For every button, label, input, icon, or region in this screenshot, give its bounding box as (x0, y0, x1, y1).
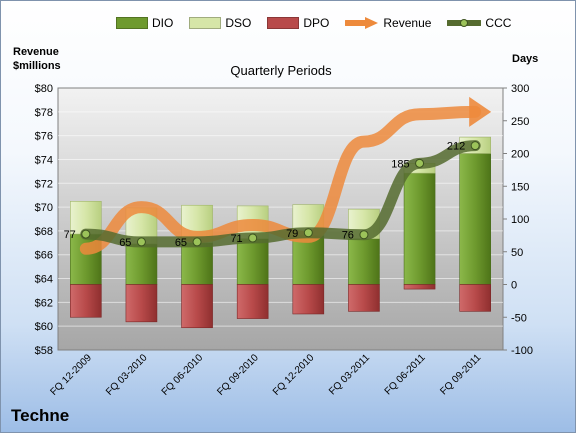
legend-item-ccc: CCC (447, 16, 511, 30)
legend-item-dpo: DPO (267, 16, 329, 30)
y-axis-left-title: Revenue $millions (13, 45, 61, 73)
ccc-data-label: 65 (175, 237, 187, 249)
y-axis-left-title-line1: Revenue (13, 46, 59, 58)
legend-swatch-dpo (267, 17, 300, 29)
revenue-arrowhead (469, 96, 492, 127)
company-name: Techne (11, 406, 70, 425)
y-left-tick-label: $58 (35, 345, 53, 357)
y-left-tick-label: $68 (35, 226, 53, 238)
ccc-data-label: 76 (342, 230, 354, 242)
y-right-tick-label: 100 (511, 214, 529, 226)
legend-item-dio: DIO (116, 16, 173, 30)
bar-dio (292, 235, 325, 285)
legend-label-dso: DSO (225, 16, 252, 30)
y-left-tick-label: $70 (35, 202, 53, 214)
bar-dpo (403, 284, 436, 290)
ccc-point (303, 228, 313, 238)
legend-label-ccc: CCC (485, 16, 512, 30)
y-left-tick-label: $64 (35, 274, 53, 286)
legend-item-revenue: Revenue (345, 16, 431, 30)
x-category-label: FQ 06-2010 (160, 352, 206, 398)
bar-dpo (181, 284, 213, 329)
bar-dpo (348, 284, 380, 312)
bar-dio (459, 153, 491, 285)
ccc-data-label: 77 (64, 229, 76, 241)
bar-dio (348, 238, 380, 285)
ccc-data-label: 212 (447, 141, 465, 153)
ccc-point (136, 237, 146, 247)
y-left-tick-label: $74 (35, 154, 53, 166)
x-category-label: FQ 09-2010 (215, 352, 261, 398)
ccc-point (81, 229, 91, 239)
y-right-tick-label: -50 (511, 312, 527, 324)
ccc-point (470, 141, 480, 151)
y-right-tick-label: 50 (511, 247, 523, 259)
bar-dio (125, 243, 158, 285)
ccc-data-label: 185 (391, 158, 409, 170)
y-axis-left-title-line2: $millions (13, 60, 61, 72)
ccc-data-label: 71 (230, 233, 242, 245)
legend-line-ccc (447, 19, 482, 27)
ccc-point (248, 233, 258, 243)
x-category-label: FQ 09-2011 (438, 352, 483, 397)
legend-label-revenue: Revenue (383, 16, 432, 30)
bar-dpo (125, 284, 158, 323)
x-category-label: FQ 12-2010 (271, 352, 317, 398)
y-right-tick-label: 200 (511, 149, 529, 161)
ccc-data-label: 79 (286, 228, 298, 240)
legend-label-dio: DIO (152, 16, 174, 30)
y-axis-right-title: Days (512, 53, 539, 65)
bar-dpo (292, 284, 325, 315)
y-right-tick-label: 150 (511, 181, 529, 193)
legend-label-dpo: DPO (303, 16, 330, 30)
y-right-tick-label: 0 (511, 280, 517, 292)
legend-swatch-dso (189, 17, 222, 29)
y-left-tick-label: $60 (35, 321, 53, 333)
x-category-label: FQ 03-2010 (104, 352, 150, 398)
y-right-tick-label: -100 (511, 345, 533, 357)
bar-dio (181, 242, 213, 285)
bar-dpo (236, 284, 269, 319)
legend: DIO DSO DPO Revenue CCC (116, 13, 527, 33)
bar-dio (403, 172, 436, 285)
x-category-label: FQ 06-2011 (383, 352, 428, 397)
y-left-tick-label: $62 (35, 297, 53, 309)
y-left-tick-label: $78 (35, 107, 53, 119)
chart-title: Quarterly Periods (230, 63, 332, 78)
bar-dpo (70, 284, 102, 318)
ccc-point (415, 158, 425, 168)
ccc-point (359, 230, 369, 240)
y-right-tick-label: 250 (511, 116, 529, 128)
legend-arrow-revenue (345, 17, 379, 29)
x-category-label: FQ 03-2011 (327, 352, 372, 397)
ccc-data-label: 65 (119, 237, 131, 249)
y-left-tick-label: $76 (35, 131, 53, 143)
x-category-label: FQ 12-2009 (48, 352, 94, 398)
y-left-tick-label: $66 (35, 250, 53, 262)
y-left-tick-label: $80 (35, 83, 53, 95)
y-right-tick-label: 300 (511, 83, 529, 95)
y-left-tick-label: $72 (35, 178, 53, 190)
legend-swatch-dio (116, 17, 148, 29)
ccc-point (192, 237, 202, 247)
bar-dpo (459, 284, 491, 312)
legend-item-dso: DSO (189, 16, 251, 30)
bar-dio (236, 238, 269, 285)
